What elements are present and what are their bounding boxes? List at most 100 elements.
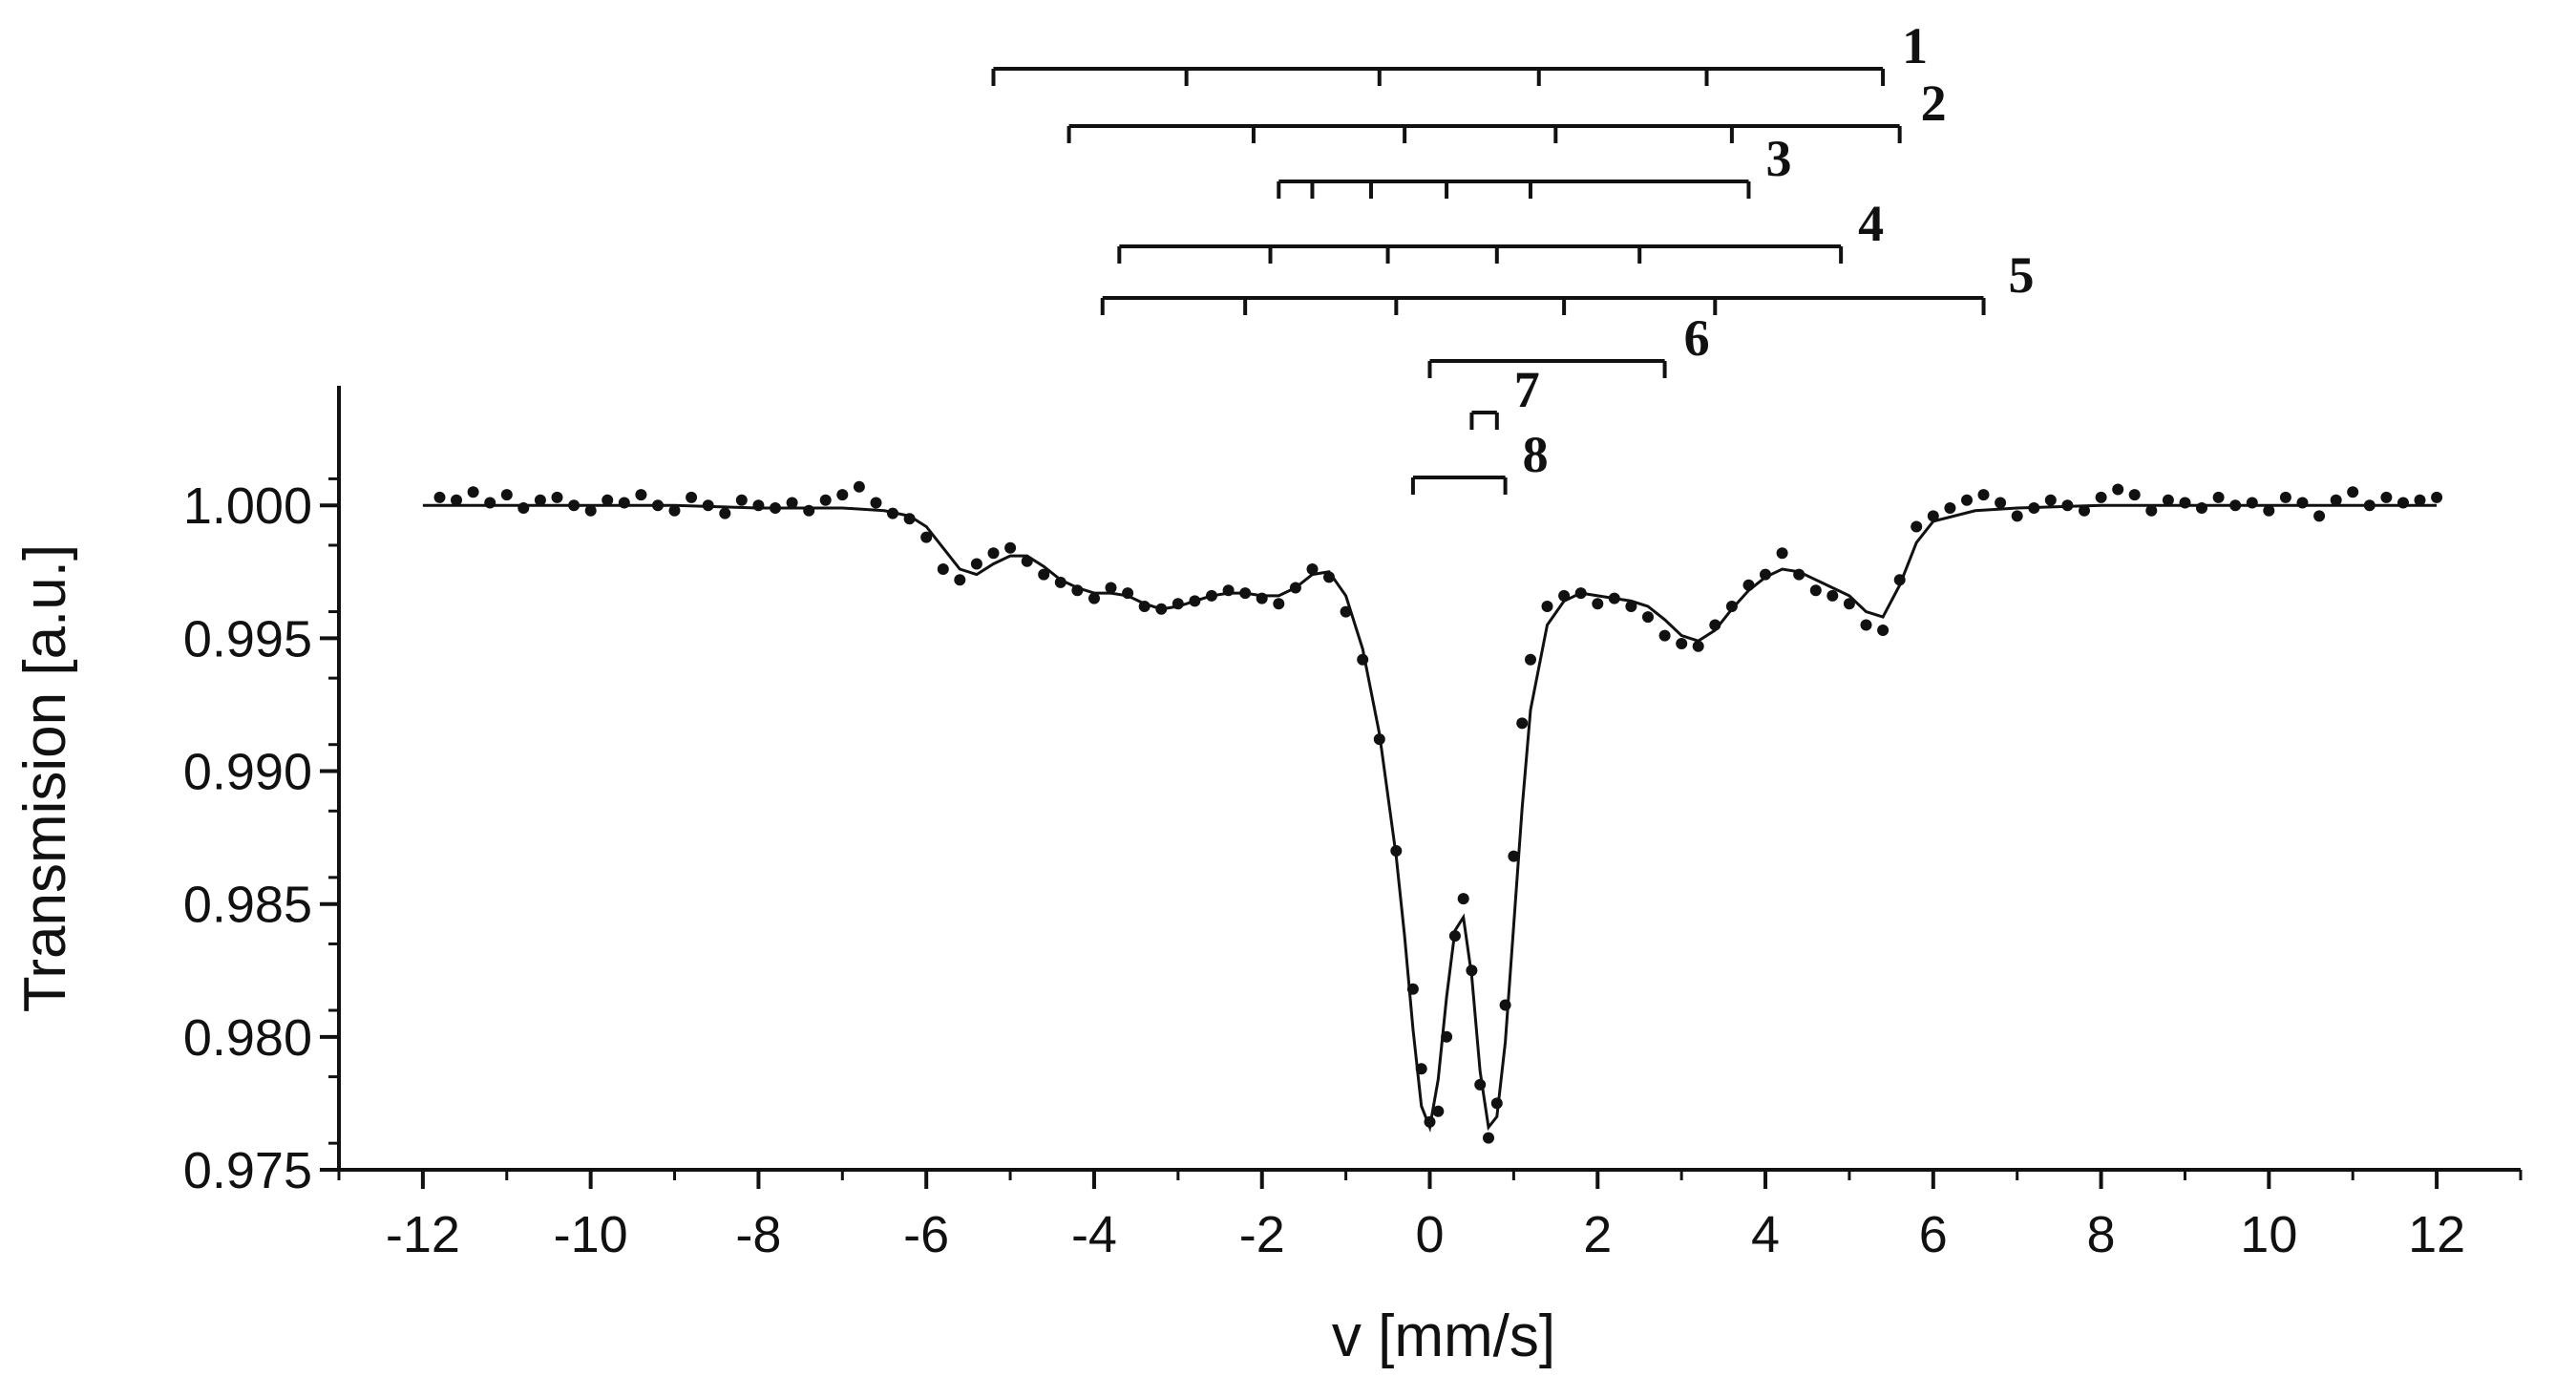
data-point (970, 558, 982, 570)
x-tick-label: -6 (903, 1206, 949, 1263)
data-point (2112, 483, 2124, 496)
data-point (1541, 601, 1553, 612)
x-tick-label: -12 (386, 1206, 460, 1263)
data-point (1826, 589, 1839, 602)
y-tick-label: 0.980 (183, 1009, 312, 1067)
data-point (1592, 598, 1604, 610)
data-point (1911, 520, 1923, 533)
data-point (534, 494, 546, 506)
data-point (2313, 510, 2326, 522)
data-point (551, 491, 563, 503)
data-point (451, 494, 462, 506)
data-point (1625, 601, 1637, 612)
data-point (1860, 619, 1872, 631)
data-point (1995, 497, 2007, 509)
x-axis-label: v [mm/s] (1332, 1303, 1555, 1369)
data-point (836, 489, 849, 501)
component-label: 6 (1684, 309, 1710, 367)
data-point (1776, 547, 1788, 560)
data-point (1692, 640, 1704, 652)
data-point (1457, 893, 1469, 905)
data-point (1676, 638, 1688, 649)
data-point (2347, 486, 2359, 498)
data-point (1961, 494, 1973, 506)
data-point (1658, 629, 1671, 642)
y-tick-label: 1.000 (183, 477, 312, 535)
x-tick-label: 10 (2240, 1206, 2297, 1263)
data-point (1843, 598, 1855, 610)
data-point (1516, 717, 1529, 730)
fit-curve (422, 503, 2438, 1133)
y-tick-label: 0.990 (183, 744, 312, 801)
data-point (2431, 491, 2443, 503)
data-point (1105, 582, 1117, 594)
data-point (2145, 504, 2158, 517)
data-point (1977, 489, 1990, 501)
data-point (1927, 510, 1939, 522)
x-tick-label: 2 (1583, 1206, 1612, 1263)
x-tick-label: 6 (1919, 1206, 1948, 1263)
data-point (2095, 491, 2107, 503)
x-tick-label: -10 (554, 1206, 628, 1263)
data-point (1273, 598, 1285, 610)
data-point (500, 489, 513, 501)
data-point (602, 494, 614, 506)
data-point (2263, 504, 2275, 517)
data-point (1432, 1105, 1445, 1117)
data-point (1306, 563, 1319, 575)
data-point (1088, 592, 1100, 604)
data-point (635, 489, 647, 501)
data-point (668, 504, 681, 517)
x-tick-label: -4 (1071, 1206, 1117, 1263)
data-point (1944, 502, 1956, 514)
data-point (686, 491, 698, 503)
component-label: 5 (2009, 246, 2035, 304)
component-label: 4 (1858, 195, 1884, 252)
data-point (1483, 1132, 1494, 1144)
component-label: 8 (1523, 426, 1549, 483)
data-point (819, 494, 832, 506)
data-point (954, 574, 966, 586)
data-point (2330, 494, 2342, 506)
data-point (467, 486, 479, 498)
data-point (1642, 611, 1654, 624)
plot-area: -12 -10 -8 -6 -4 -2 0 2 4 6 8 10 12 0.9750.9800.9850… (183, 386, 2523, 1263)
data-point (1038, 568, 1050, 581)
data-series (422, 480, 2443, 1144)
component-markers: 12 3 4 5 6 7 8 (991, 17, 2035, 495)
component-label: 1 (1902, 17, 1928, 74)
data-point (870, 497, 882, 509)
x-ticks: -12 -10 -8 -6 -4 -2 0 2 4 6 8 10 12 (337, 1170, 2523, 1263)
component-label: 2 (1921, 74, 1947, 132)
component-label: 7 (1514, 361, 1540, 418)
data-point (735, 494, 748, 506)
data-point (920, 531, 933, 543)
y-tick-label: 0.975 (183, 1142, 312, 1199)
data-point (2011, 510, 2023, 522)
data-point (2079, 504, 2090, 517)
data-point (2212, 491, 2225, 503)
data-point (987, 547, 1000, 560)
data-point (433, 491, 446, 503)
data-point (786, 497, 798, 509)
data-point (1508, 850, 1520, 862)
x-tick-label: -2 (1239, 1206, 1285, 1263)
data-point (2128, 489, 2141, 501)
data-point (2162, 494, 2174, 506)
data-point (1525, 653, 1536, 666)
data-point (1809, 584, 1822, 597)
y-axis-label: Transmision [a.u.] (12, 544, 78, 1012)
data-point (1877, 625, 1890, 636)
data-point (1004, 541, 1017, 554)
y-tick-label: 0.985 (183, 877, 312, 934)
component-label: 3 (1765, 130, 1791, 187)
data-point (719, 507, 731, 519)
x-tick-label: 8 (2087, 1206, 2116, 1263)
data-point (1054, 576, 1066, 588)
data-point (1725, 601, 1738, 612)
data-point (2279, 491, 2291, 503)
data-point (937, 563, 949, 575)
y-tick-label: 0.995 (183, 610, 312, 667)
y-ticks: 0.975 0.980 0.985 0.990 0.995 1.000 (183, 477, 339, 1199)
